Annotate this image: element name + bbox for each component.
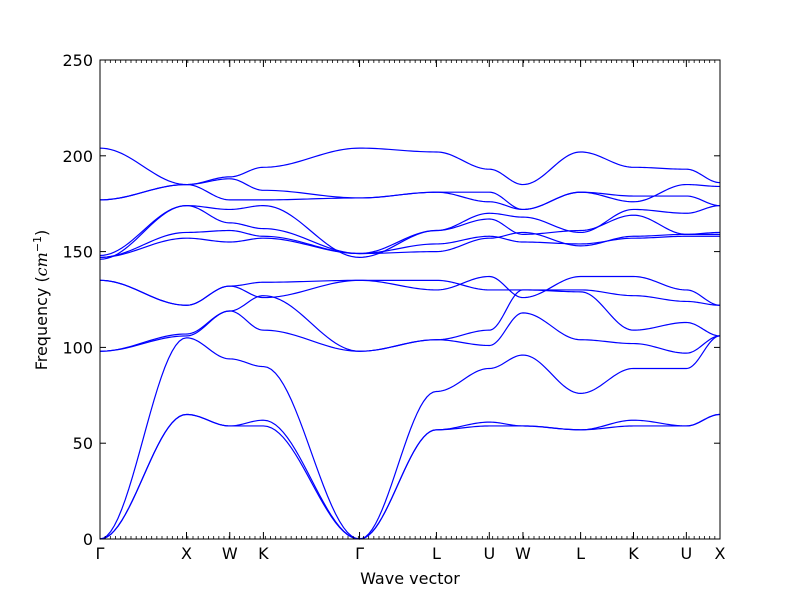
phonon-branches — [99, 147, 721, 540]
branch-line-7 — [99, 275, 721, 306]
x-tick-label: X — [181, 544, 192, 563]
branch-line-2 — [99, 413, 721, 540]
x-tick-label: X — [715, 544, 726, 563]
branch-line-11 — [99, 205, 721, 260]
y-axis-label: Frequency (cm−1) — [31, 230, 51, 371]
x-tick-label: Γ — [96, 544, 105, 563]
x-axis-label: Wave vector — [360, 569, 460, 588]
x-tick-label: U — [680, 544, 692, 563]
x-tick-label: W — [515, 544, 531, 563]
y-tick-label: 50 — [73, 434, 93, 453]
branch-line-5 — [99, 289, 721, 352]
y-tick-label: 150 — [62, 243, 93, 262]
tick-labels: 0 50 100 150 200 250 Γ X W K Γ L U W L K U X — [62, 51, 725, 563]
y-tick-label: 100 — [62, 338, 93, 357]
x-tick-label: W — [222, 544, 238, 563]
branch-line-10 — [99, 205, 721, 257]
x-tick-label: L — [576, 544, 585, 563]
branch-line-12 — [99, 183, 721, 211]
x-tick-label: K — [628, 544, 639, 563]
branch-line-14 — [99, 147, 721, 186]
plot-frame — [99, 59, 721, 540]
branch-line-9 — [99, 229, 720, 258]
x-tick-label: L — [432, 544, 441, 563]
branch-line-13 — [99, 178, 721, 211]
y-tick-label: 0 — [83, 530, 93, 549]
branch-line-8 — [99, 235, 720, 258]
x-tick-label: K — [258, 544, 269, 563]
branch-line-3 — [99, 335, 721, 540]
y-tick-label: 250 — [62, 51, 93, 70]
x-tick-label: U — [483, 544, 495, 563]
y-tick-label: 200 — [62, 147, 93, 166]
x-tick-label: Γ — [355, 544, 364, 563]
